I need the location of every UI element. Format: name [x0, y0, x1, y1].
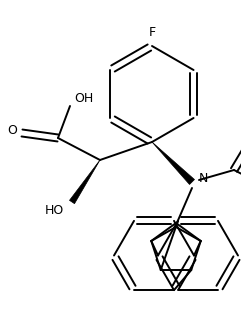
Text: F: F: [148, 25, 155, 38]
Text: HO: HO: [44, 203, 64, 216]
Text: N: N: [198, 172, 208, 185]
Text: O: O: [7, 125, 17, 138]
Text: OH: OH: [74, 92, 94, 105]
Polygon shape: [69, 160, 100, 204]
Polygon shape: [152, 142, 194, 184]
